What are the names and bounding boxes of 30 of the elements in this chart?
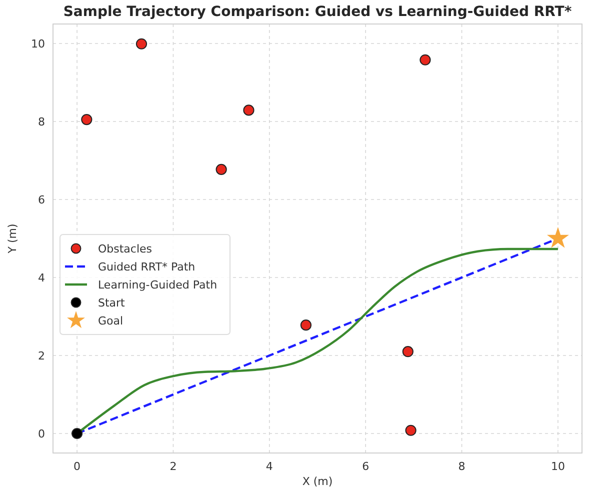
point	[420, 54, 431, 66]
legend-label: Goal	[98, 314, 124, 328]
y-axis-title: Y (m)	[6, 224, 19, 254]
point	[405, 424, 416, 436]
y-tick-label: 2	[38, 350, 45, 362]
x-tick-label: 4	[266, 460, 273, 473]
x-tick-label: 0	[74, 460, 81, 473]
y-tick-label: 10	[31, 38, 45, 50]
legend-label: Guided RRT* Path	[98, 260, 196, 274]
point	[72, 428, 83, 440]
y-tick-label: 0	[38, 428, 45, 440]
legend-label: Learning-Guided Path	[98, 278, 218, 292]
y-tick-label: 6	[38, 194, 45, 206]
x-tick-label: 2	[170, 460, 177, 473]
point	[81, 114, 92, 126]
y-tick-label: 8	[38, 116, 45, 128]
y-tick-label: 4	[38, 272, 45, 284]
x-tick-label: 8	[458, 460, 466, 473]
legend-label: Start	[98, 296, 126, 310]
point	[300, 320, 312, 331]
chart-title: Sample Trajectory Comparison: Guided vs Learning-Guided RRT*	[63, 4, 572, 20]
point	[546, 226, 569, 248]
x-tick-label: 6	[362, 460, 370, 473]
legend-label: Obstacles	[98, 242, 152, 256]
x-tick-label: 10	[550, 460, 565, 473]
x-axis-title: X (m)	[302, 475, 333, 488]
point	[216, 164, 227, 176]
point	[402, 346, 414, 358]
point	[243, 104, 254, 116]
point	[136, 38, 148, 50]
